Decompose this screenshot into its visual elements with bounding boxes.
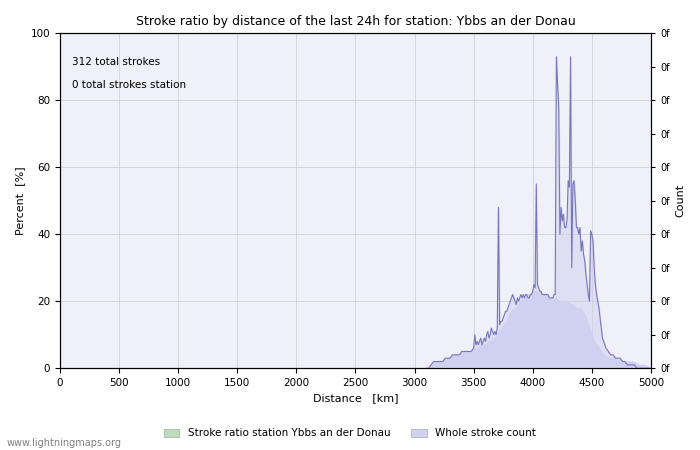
Text: www.lightningmaps.org: www.lightningmaps.org <box>7 438 122 448</box>
Text: 312 total strokes: 312 total strokes <box>71 57 160 67</box>
Legend: Stroke ratio station Ybbs an der Donau, Whole stroke count: Stroke ratio station Ybbs an der Donau, … <box>160 424 540 442</box>
Y-axis label: Count: Count <box>675 184 685 217</box>
Title: Stroke ratio by distance of the last 24h for station: Ybbs an der Donau: Stroke ratio by distance of the last 24h… <box>136 15 575 28</box>
Text: 0 total strokes station: 0 total strokes station <box>71 80 186 90</box>
X-axis label: Distance   [km]: Distance [km] <box>313 393 398 404</box>
Y-axis label: Percent  [%]: Percent [%] <box>15 166 25 235</box>
